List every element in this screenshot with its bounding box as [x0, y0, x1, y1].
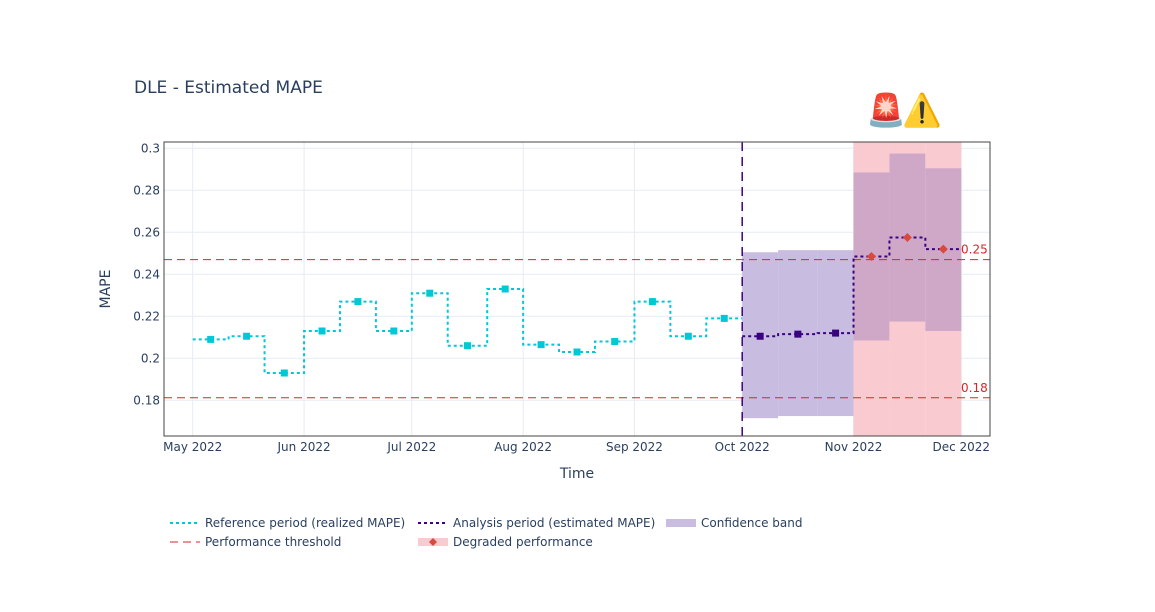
analysis-point	[756, 332, 764, 340]
x-axis-title: Time	[559, 466, 594, 482]
threshold-label: 0.25	[961, 243, 988, 257]
plot-border	[163, 141, 991, 437]
x-tick-label: Dec 2022	[932, 440, 990, 454]
y-tick-label: 0.24	[133, 267, 160, 281]
x-tick-label: Oct 2022	[715, 440, 770, 454]
legend-label-threshold: Performance threshold	[205, 535, 341, 549]
x-tick-label: Jul 2022	[386, 440, 436, 454]
reference-point	[207, 335, 215, 343]
plot-frame	[163, 141, 991, 437]
analysis-point	[794, 330, 802, 338]
x-axis-ticks: May 2022 Jun 2022 Jul 2022 Aug 2022 Sep 2022…	[163, 440, 990, 454]
x-tick-label: Sep 2022	[606, 440, 663, 454]
legend-label-band: Confidence band	[701, 516, 802, 530]
y-axis-title: MAPE	[98, 270, 114, 309]
legend-label-degraded: Degraded performance	[453, 535, 593, 549]
threshold-lines: 0.25 0.18	[164, 243, 990, 399]
legend: Reference period (realized MAPE) Analysis…	[170, 516, 802, 549]
x-tick-label: Aug 2022	[494, 440, 552, 454]
reference-point	[501, 285, 509, 293]
y-tick-label: 0.18	[133, 393, 160, 407]
analysis-line	[742, 236, 962, 338]
reference-point	[537, 341, 545, 349]
chart-title: DLE - Estimated MAPE	[134, 78, 323, 98]
y-axis-ticks: 0.18 0.2 0.22 0.24 0.26 0.28 0.3	[133, 141, 160, 407]
degraded-point	[866, 251, 876, 261]
y-tick-label: 0.22	[133, 309, 160, 323]
degraded-point	[902, 233, 912, 243]
legend-swatch-band	[666, 519, 696, 527]
reference-point	[390, 327, 398, 335]
legend-swatch-degraded-marker	[429, 538, 437, 546]
reference-point	[573, 348, 581, 356]
reference-point	[611, 338, 619, 345]
reference-point	[243, 332, 251, 340]
reference-point	[684, 332, 692, 340]
reference-point	[318, 327, 326, 335]
series-markers	[207, 233, 948, 377]
legend-label-analysis: Analysis period (estimated MAPE)	[453, 516, 655, 530]
x-tick-label: Nov 2022	[825, 440, 883, 454]
y-tick-label: 0.28	[133, 183, 160, 197]
reference-point	[280, 369, 288, 377]
reference-point	[648, 298, 656, 306]
x-tick-label: Jun 2022	[277, 440, 331, 454]
reference-point	[463, 342, 471, 350]
alarm-siren-icon: 🚨	[866, 91, 906, 129]
analysis-point	[832, 329, 840, 337]
warning-icon: ⚠️	[902, 91, 942, 129]
y-tick-label: 0.26	[133, 225, 160, 239]
legend-label-reference: Reference period (realized MAPE)	[205, 516, 405, 530]
x-tick-label: May 2022	[163, 440, 222, 454]
degraded-point	[938, 244, 948, 254]
y-tick-label: 0.2	[141, 351, 160, 365]
threshold-label: 0.18	[961, 381, 988, 395]
y-tick-label: 0.3	[141, 141, 160, 155]
reference-point	[354, 298, 362, 306]
reference-point	[720, 314, 728, 322]
reference-point	[426, 289, 434, 297]
